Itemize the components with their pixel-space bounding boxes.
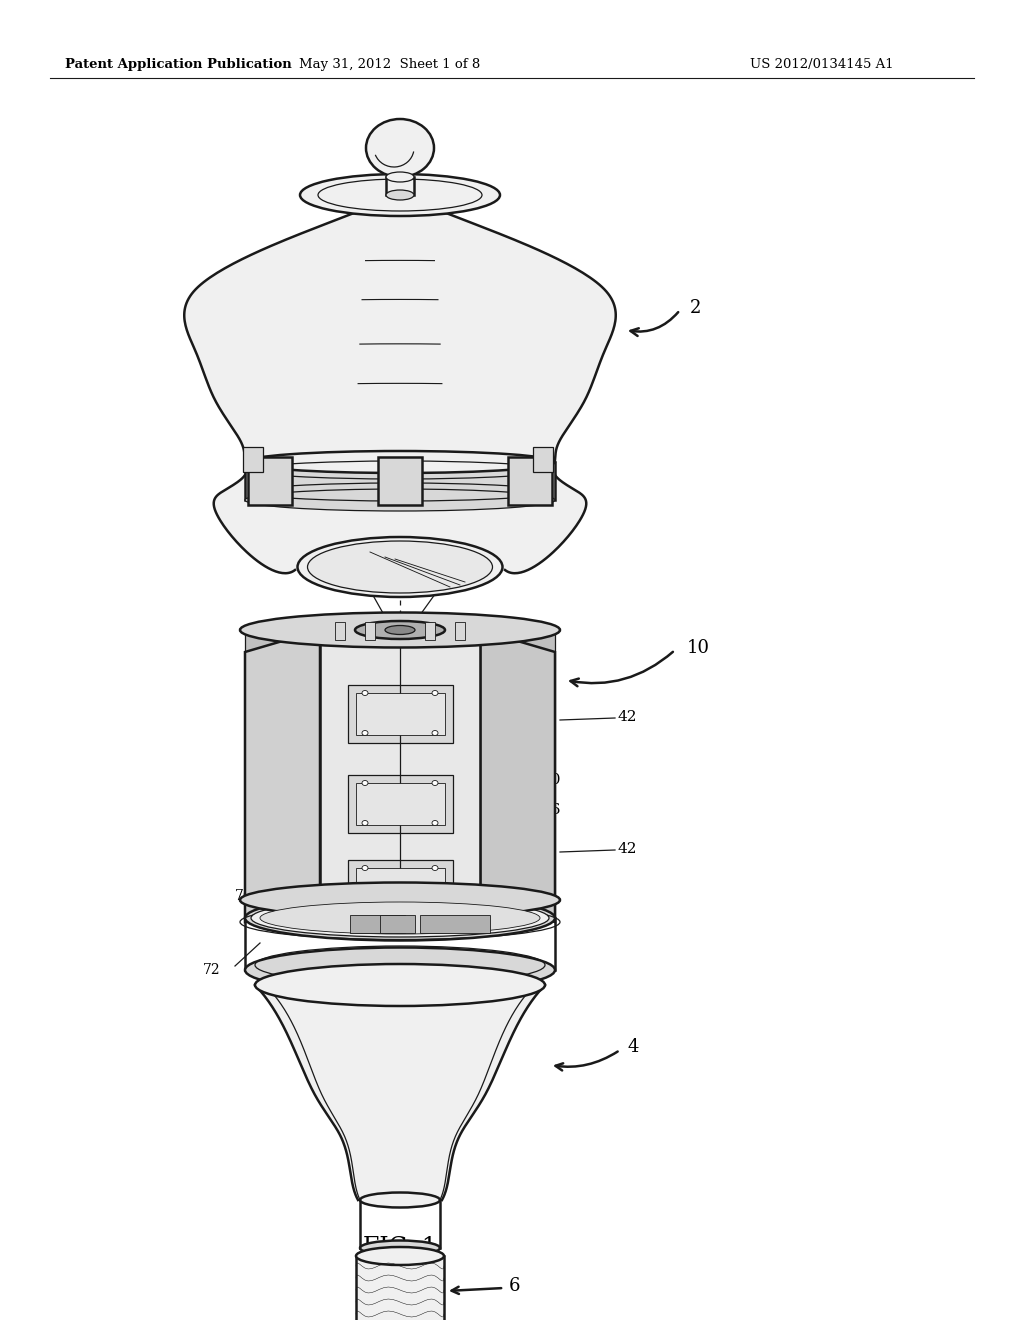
Text: Patent Application Publication: Patent Application Publication (65, 58, 292, 71)
Ellipse shape (386, 172, 414, 182)
Ellipse shape (432, 821, 438, 825)
FancyBboxPatch shape (248, 457, 292, 506)
FancyBboxPatch shape (245, 462, 555, 500)
Ellipse shape (245, 451, 555, 473)
Ellipse shape (355, 620, 445, 639)
Text: May 31, 2012  Sheet 1 of 8: May 31, 2012 Sheet 1 of 8 (299, 58, 480, 71)
Polygon shape (480, 630, 555, 921)
Polygon shape (255, 985, 545, 1200)
Ellipse shape (251, 899, 549, 937)
Text: US 2012/0134145 A1: US 2012/0134145 A1 (750, 58, 894, 71)
Bar (356, 783, 445, 825)
Bar (356, 1257, 444, 1320)
Ellipse shape (255, 964, 545, 1006)
Ellipse shape (298, 537, 503, 597)
Ellipse shape (300, 174, 500, 216)
Ellipse shape (360, 1192, 440, 1208)
Ellipse shape (362, 821, 368, 825)
Ellipse shape (360, 1241, 440, 1255)
Ellipse shape (245, 948, 555, 993)
Text: 42: 42 (617, 842, 637, 855)
Text: 40: 40 (542, 774, 561, 787)
FancyBboxPatch shape (508, 457, 552, 506)
Text: 23: 23 (440, 578, 460, 591)
Ellipse shape (432, 906, 438, 911)
Text: 76: 76 (234, 888, 252, 903)
Ellipse shape (432, 866, 438, 870)
Ellipse shape (245, 895, 555, 940)
Text: 22: 22 (331, 578, 350, 591)
Bar (455, 622, 465, 640)
Ellipse shape (362, 780, 368, 785)
Ellipse shape (362, 690, 368, 696)
Ellipse shape (307, 541, 493, 593)
Bar (420, 915, 490, 933)
Bar (350, 915, 406, 933)
Text: 4: 4 (627, 1038, 638, 1056)
Bar (348, 775, 453, 833)
Ellipse shape (385, 626, 415, 635)
Bar (348, 861, 453, 917)
Bar (243, 447, 263, 473)
Ellipse shape (240, 883, 560, 917)
Ellipse shape (356, 1247, 444, 1265)
Polygon shape (184, 195, 615, 573)
Bar (245, 630, 555, 917)
Bar (365, 622, 375, 640)
Text: 2: 2 (690, 300, 701, 317)
Bar (534, 447, 553, 473)
Ellipse shape (432, 780, 438, 785)
Ellipse shape (432, 690, 438, 696)
Bar (335, 622, 345, 640)
Ellipse shape (245, 488, 555, 511)
Bar (425, 622, 435, 640)
Ellipse shape (318, 180, 482, 211)
Text: 6: 6 (509, 1276, 520, 1295)
Ellipse shape (362, 730, 368, 735)
Text: 42: 42 (617, 710, 637, 723)
FancyBboxPatch shape (378, 457, 422, 506)
Bar (380, 915, 415, 933)
Ellipse shape (240, 612, 560, 648)
Polygon shape (245, 630, 319, 921)
Bar (319, 630, 480, 900)
Text: FIG. 1: FIG. 1 (362, 1237, 437, 1259)
Bar (348, 685, 453, 743)
Ellipse shape (362, 906, 368, 911)
Ellipse shape (362, 866, 368, 870)
Bar (356, 693, 445, 735)
Ellipse shape (386, 190, 414, 201)
Ellipse shape (260, 902, 540, 935)
Ellipse shape (366, 119, 434, 177)
Text: 10: 10 (687, 639, 710, 657)
Ellipse shape (432, 730, 438, 735)
Text: 72: 72 (203, 964, 220, 977)
Text: 46: 46 (542, 803, 561, 817)
Bar (356, 869, 445, 909)
